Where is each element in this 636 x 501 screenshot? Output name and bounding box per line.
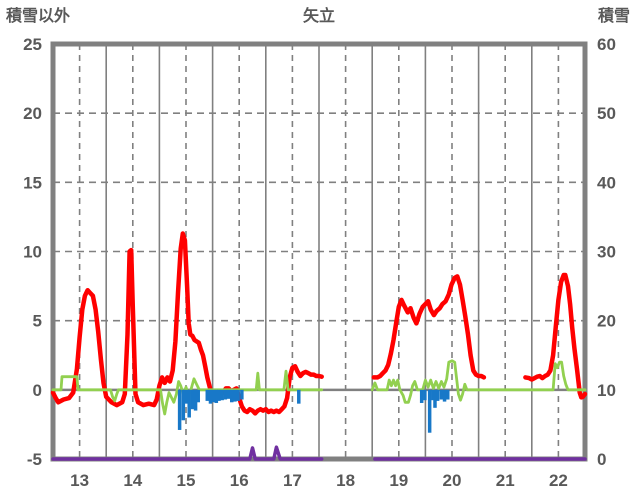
blue-bars-bar xyxy=(240,389,244,400)
x-axis-tick-label: 14 xyxy=(123,471,142,490)
blue-bars-bar xyxy=(205,389,210,401)
blue-bars-bar xyxy=(193,389,198,411)
x-axis-tick-label: 22 xyxy=(549,471,568,490)
x-axis-tick-label: 20 xyxy=(443,471,462,490)
blue-bars-bar xyxy=(226,389,231,399)
left-axis-tick-label: 10 xyxy=(23,243,42,262)
right-axis-tick-label: 60 xyxy=(597,35,616,54)
left-axis-tick-label: 20 xyxy=(23,104,42,123)
blue-bars-bar xyxy=(184,389,188,404)
blue-bars-bar xyxy=(423,389,427,401)
blue-bars-bar xyxy=(419,389,424,403)
right-axis-tick-label: 10 xyxy=(597,381,616,400)
blue-bars-bar xyxy=(208,389,213,404)
left-axis-tick-label: -5 xyxy=(27,450,42,469)
blue-bars-bar xyxy=(445,389,450,400)
blue-bars-bar xyxy=(439,389,444,400)
blue-bars-bar xyxy=(233,389,237,402)
blue-bars-bar xyxy=(181,389,186,421)
blue-bars-bar xyxy=(190,389,195,410)
left-axis-tick-label: 5 xyxy=(33,312,42,331)
blue-bars-bar xyxy=(427,389,432,433)
blue-bars-bar xyxy=(220,389,224,401)
red-line-segment xyxy=(50,231,324,416)
red-line-segment xyxy=(371,274,487,380)
chart-title: 矢立 xyxy=(303,6,335,25)
blue-bars-bar xyxy=(433,389,437,408)
left-axis-tick-label: 0 xyxy=(33,381,42,400)
x-axis-tick-label: 16 xyxy=(230,471,249,490)
right-axis-tick-label: 0 xyxy=(597,450,606,469)
blue-bars-bar xyxy=(217,389,221,401)
right-axis-tick-label: 50 xyxy=(597,104,616,123)
left-axis-title: 積雪以外 xyxy=(5,6,70,25)
x-axis-tick-label: 17 xyxy=(283,471,302,490)
x-axis-tick-label: 21 xyxy=(496,471,515,490)
x-axis-tick-label: 13 xyxy=(70,471,89,490)
blue-bars-bar xyxy=(442,389,447,402)
blue-bars-bar xyxy=(177,389,182,430)
x-axis-tick-label: 19 xyxy=(389,471,408,490)
blue-bars-bar xyxy=(435,389,440,401)
blue-bars-bar xyxy=(211,389,216,403)
left-axis-tick-label: 25 xyxy=(23,35,42,54)
right-axis-tick-label: 40 xyxy=(597,173,616,192)
blue-bars-bar xyxy=(230,389,234,403)
blue-bars-bar xyxy=(431,389,435,401)
x-axis-tick-label: 18 xyxy=(336,471,355,490)
red-line-segment xyxy=(523,272,588,400)
blue-bars-bar xyxy=(297,389,301,404)
blue-bars-bar xyxy=(223,389,228,400)
purple-line-segment xyxy=(51,445,324,461)
green-line-segment xyxy=(51,369,324,416)
blue-bars-bar xyxy=(236,389,240,401)
right-axis-tick-label: 30 xyxy=(597,243,616,262)
left-axis-tick-label: 15 xyxy=(23,173,42,192)
blue-bars-bar xyxy=(196,389,200,403)
green-line-segment xyxy=(370,359,587,404)
blue-bars-bar xyxy=(187,389,191,418)
x-axis-tick-label: 15 xyxy=(177,471,196,490)
right-axis-tick-label: 20 xyxy=(597,312,616,331)
right-axis-title: 積雪 xyxy=(597,6,630,25)
blue-bars-bar xyxy=(214,389,219,403)
